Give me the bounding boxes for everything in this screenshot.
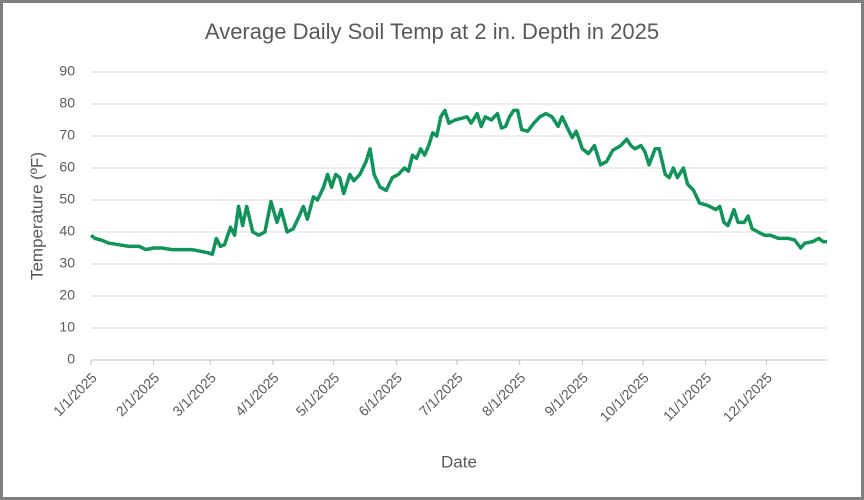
y-axis-title: Temperature (ºF) [27, 152, 46, 280]
data-line [89, 108, 827, 257]
x-axis-title: Date [441, 452, 477, 471]
y-tick-label: 10 [59, 319, 75, 335]
y-tick-label: 0 [67, 351, 75, 367]
chart-title: Average Daily Soil Temp at 2 in. Depth i… [205, 19, 659, 44]
y-tick-label: 90 [59, 63, 75, 79]
y-tick-label: 40 [59, 223, 75, 239]
y-tick-label: 80 [59, 95, 75, 111]
y-tick-label: 70 [59, 127, 75, 143]
y-tick-label: 50 [59, 191, 75, 207]
y-tick-label: 30 [59, 255, 75, 271]
y-tick-label: 20 [59, 287, 75, 303]
y-tick-label: 60 [59, 159, 75, 175]
